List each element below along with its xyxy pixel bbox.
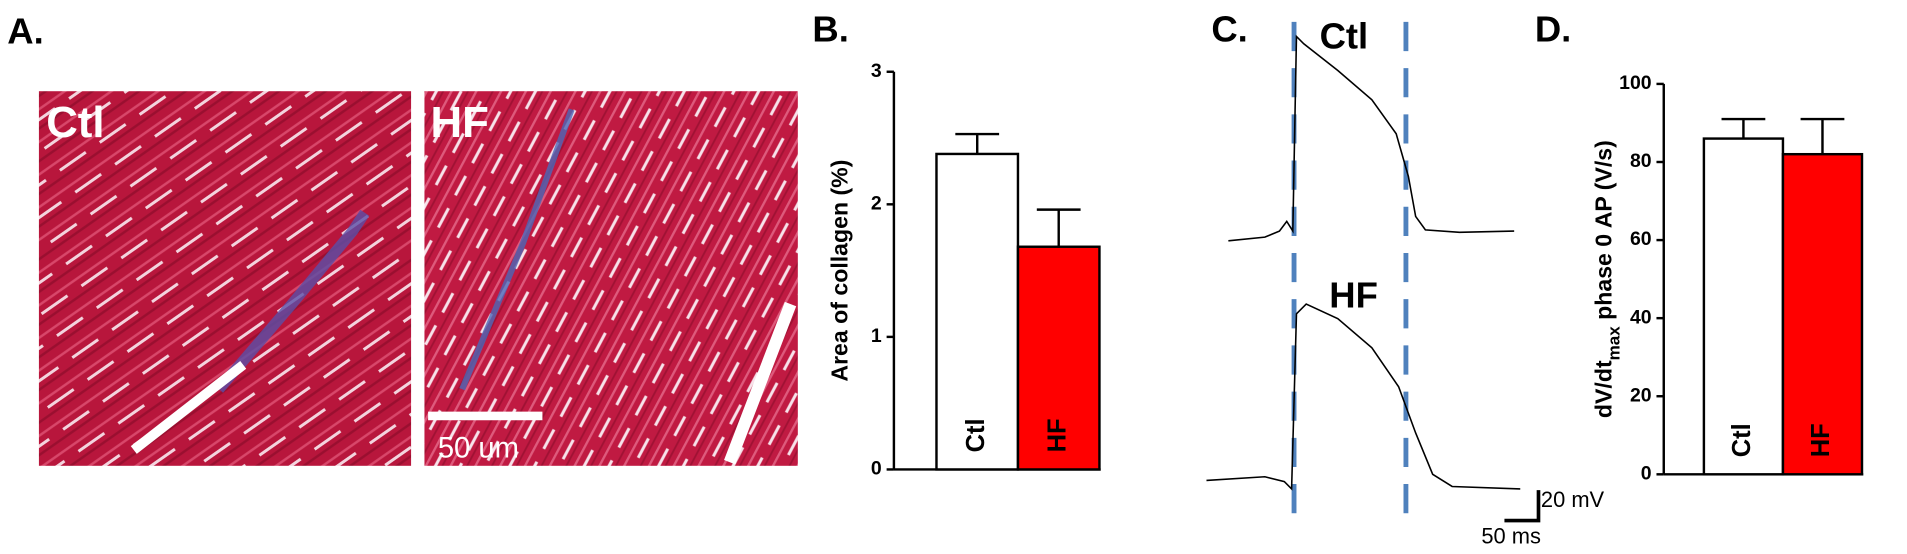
- y-axis-label-part: phase 0 AP (V/s): [1590, 140, 1616, 326]
- y-tick-label: 60: [1630, 228, 1652, 250]
- y-tick-label: 3: [871, 60, 882, 82]
- y-tick-label: 40: [1630, 306, 1652, 328]
- y-tick-label: 0: [871, 458, 882, 480]
- scale-label: 20 mV: [1541, 487, 1605, 512]
- y-axis-label: Area of collagen (%): [827, 160, 853, 382]
- panel-label: B.: [812, 8, 848, 49]
- y-axis-label: dV/dtmax phase 0 AP (V/s): [1590, 140, 1623, 418]
- y-tick-label: 100: [1619, 72, 1652, 94]
- scale-label: 50 ms: [1481, 523, 1541, 548]
- trace-label: Ctl: [1320, 16, 1369, 57]
- scale-label: 50 um: [438, 433, 519, 465]
- trace-label: HF: [1329, 275, 1378, 316]
- y-axis-label-part: dV/dt: [1590, 360, 1616, 418]
- y-tick-label: 20: [1630, 384, 1652, 406]
- collagen-stain: [214, 209, 370, 393]
- bar: [935, 152, 1020, 471]
- histology-image: [38, 91, 412, 466]
- scale-bar: [1504, 490, 1541, 523]
- histology-image: [424, 91, 798, 466]
- category-label: HF: [1807, 423, 1835, 457]
- y-axis-label-part: max: [1604, 326, 1623, 361]
- panel-label: C.: [1211, 8, 1247, 49]
- y-tick-label: 80: [1630, 150, 1652, 172]
- y-axis-label-part: Area of collagen (%): [827, 160, 853, 382]
- bar: [1781, 152, 1864, 476]
- panel-label: D.: [1535, 8, 1571, 49]
- gap: [130, 361, 247, 454]
- bar: [1702, 137, 1785, 476]
- category-label: Ctl: [1728, 423, 1756, 457]
- panel-label: A.: [7, 11, 43, 52]
- category-label: HF: [1043, 418, 1071, 452]
- image-label: HF: [431, 98, 489, 147]
- ap-trace: [1228, 34, 1515, 242]
- bar: [1016, 245, 1101, 471]
- gap: [724, 301, 797, 465]
- collagen-stain: [459, 108, 575, 391]
- panels: A. Ctl HF 50 um C. Ctl HF 20 mV 50 ms B.…: [7, 8, 1864, 548]
- y-tick-label: 0: [1641, 462, 1652, 484]
- category-label: Ctl: [962, 418, 990, 452]
- y-tick-label: 2: [871, 192, 882, 214]
- y-tick-label: 1: [871, 325, 882, 347]
- ap-trace: [1206, 303, 1521, 491]
- image-label: Ctl: [46, 98, 104, 147]
